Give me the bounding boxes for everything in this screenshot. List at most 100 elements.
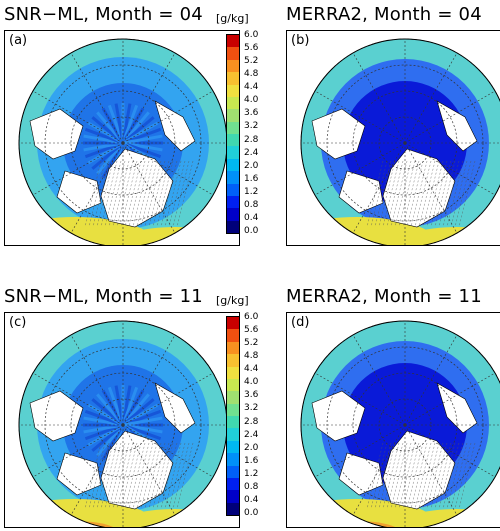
land-hatch: [120, 442, 138, 510]
land-hatch: [390, 160, 408, 228]
graticule-meridian: [122, 52, 176, 144]
land-hatch: [128, 160, 146, 228]
scandinavia-land: [338, 170, 384, 214]
land-hatch: [104, 160, 122, 228]
colorbar-swatch: [227, 428, 239, 441]
land-hatch: [136, 160, 154, 228]
graticule-meridian: [352, 142, 406, 234]
land-hatch: [438, 442, 456, 510]
land-hatch: [148, 160, 166, 228]
graticule-meridian: [314, 424, 406, 478]
scandinavia-land: [338, 452, 384, 496]
colorbar-tick-label: 3.6: [244, 108, 259, 119]
colorbar-swatch: [227, 84, 239, 97]
land-hatch: [434, 160, 452, 228]
land-hatch: [152, 160, 170, 228]
colorbar-swatch: [227, 146, 239, 159]
land-hatch: [438, 160, 456, 228]
land-hatch: [172, 160, 190, 228]
land-hatch: [418, 160, 436, 228]
colorbar-swatch: [227, 440, 239, 454]
colorbar-swatch: [227, 220, 239, 233]
scandinavia-land: [56, 452, 102, 496]
graticule-meridian: [122, 142, 214, 196]
colorbar-tick-label: 4.8: [244, 69, 259, 80]
land-hatch: [144, 160, 162, 228]
land-hatch: [172, 442, 190, 510]
land-hatch: [152, 442, 170, 510]
colorbar-tick-label: 4.0: [244, 95, 259, 106]
land-hatch: [92, 442, 110, 510]
map-field: [301, 39, 500, 245]
greenland-land: [29, 390, 84, 442]
polar-map-d: [300, 320, 500, 527]
colorbar-swatch: [227, 416, 239, 429]
land-hatch: [446, 442, 464, 510]
land-hatch: [164, 442, 182, 510]
colorbar-swatch: [227, 134, 239, 147]
land-hatch: [426, 160, 444, 228]
colorbar-tick-label: 4.4: [244, 82, 259, 93]
graticule-meridian: [404, 424, 458, 516]
land-hatch: [140, 160, 158, 228]
land-hatch: [450, 160, 468, 228]
land-hatch: [458, 160, 476, 228]
colorbar-tick-label: 1.6: [244, 455, 259, 466]
land-hatch: [414, 160, 432, 228]
colorbar-tick-label: 2.0: [244, 442, 259, 453]
land-hatch: [422, 160, 440, 228]
colorbar-swatch: [227, 72, 239, 85]
panel-label-d: (d): [291, 315, 310, 330]
land-hatch: [398, 160, 416, 228]
colorbar-tick-label: 5.6: [244, 325, 259, 336]
graticule-meridian: [122, 142, 176, 234]
colorbar-swatch: [227, 329, 239, 342]
colorbar-swatch: [227, 158, 239, 172]
colorbar-swatch: [227, 121, 239, 134]
colorbar-swatch: [227, 354, 239, 367]
colorbar-tick-label: 1.2: [244, 186, 259, 197]
land-hatch: [136, 442, 154, 510]
land-hatch: [402, 442, 420, 510]
land-hatch: [132, 160, 150, 228]
title-panel-c: SNR−ML, Month = 11: [4, 286, 203, 307]
colorbar-swatch: [227, 490, 239, 503]
graticule-meridian: [32, 372, 124, 426]
colorbar-tick-label: 5.6: [244, 43, 259, 54]
colorbar-swatch: [227, 171, 239, 184]
land-hatch: [84, 442, 102, 510]
colorbar-tick-label: 2.0: [244, 160, 259, 171]
graticule-meridian: [32, 424, 124, 478]
map-field: [19, 39, 227, 245]
map-outline: [300, 320, 500, 527]
colorbar-top: [226, 34, 240, 234]
siberia-land: [436, 382, 478, 434]
graticule-meridian: [122, 424, 214, 478]
land-hatch: [168, 160, 186, 228]
panel-label-b: (b): [291, 33, 310, 48]
colorbar-tick-label: 2.8: [244, 416, 259, 427]
land-hatch: [100, 442, 118, 510]
panel-label-a: (a): [9, 33, 28, 48]
land-hatch: [414, 442, 432, 510]
land-hatch: [410, 160, 428, 228]
land-hatch: [108, 442, 126, 510]
colorbar-tick-label: 3.6: [244, 390, 259, 401]
land-hatch: [454, 442, 472, 510]
graticule-meridian: [352, 52, 406, 144]
colorbar-tick-label: 4.4: [244, 364, 259, 375]
greenland-land: [311, 390, 366, 442]
land-hatch: [88, 160, 106, 228]
land-hatch: [442, 160, 460, 228]
land-hatch: [132, 442, 150, 510]
map-field: [301, 321, 500, 527]
land-hatch: [124, 160, 142, 228]
colorbar-swatch: [227, 378, 239, 392]
colorbar-swatch: [227, 366, 239, 379]
polar-map-c: [18, 320, 228, 527]
land-hatch: [116, 160, 134, 228]
land-hatch: [454, 160, 472, 228]
land-hatch: [398, 442, 416, 510]
colorbar-tick-label: 4.0: [244, 377, 259, 388]
units-label-top: [g/kg]: [216, 12, 249, 25]
